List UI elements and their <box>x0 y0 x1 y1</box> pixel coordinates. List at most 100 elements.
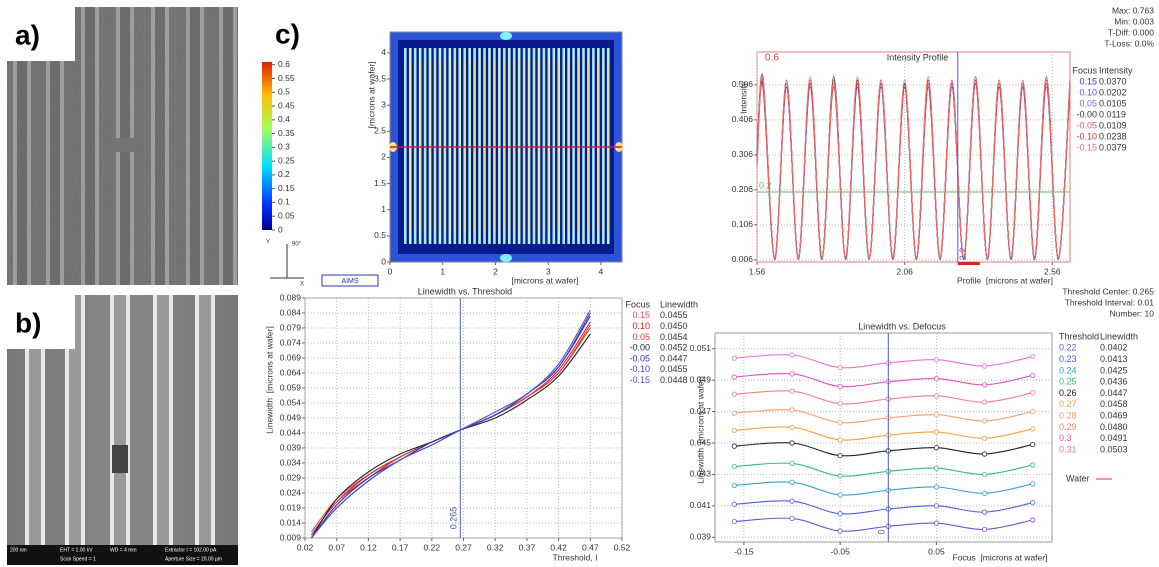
legend-name: -0.10 <box>1076 131 1097 141</box>
sem-gap <box>112 445 128 473</box>
image-stripe-core <box>484 60 485 232</box>
legend-value: 0.0413 <box>1100 354 1128 364</box>
y-tick-label: 0.043 <box>690 469 712 479</box>
image-stripe-core <box>568 60 570 232</box>
series-line <box>734 442 1033 457</box>
info-line: Threshold Interval: 0.01 <box>1065 297 1155 307</box>
x-tick-label: 2 <box>493 266 498 276</box>
chart-title: Intensity Profile <box>887 52 949 62</box>
point <box>933 445 940 451</box>
y-tick-label: 0.051 <box>690 343 712 353</box>
image-stripe-core <box>459 60 461 232</box>
legend-value: 0.0436 <box>1100 377 1128 387</box>
colorbar-label: 0.1 <box>278 197 290 207</box>
legend-value: 0.0447 <box>1100 388 1128 398</box>
point <box>731 427 737 434</box>
x-tick-label: 1 <box>440 266 445 276</box>
y-tick-label: 0.049 <box>690 374 712 384</box>
point <box>981 451 988 457</box>
x-tick-label: 2.06 <box>896 266 913 276</box>
point <box>837 452 843 459</box>
legend-name: 0.22 <box>1059 343 1077 353</box>
point <box>1030 408 1036 415</box>
legend-value: 0.0455 <box>660 310 688 320</box>
y-tick-label: 0.069 <box>280 352 302 362</box>
y-tick-label: 0.034 <box>280 457 302 467</box>
image-stripe-core <box>563 60 565 232</box>
point <box>1030 372 1036 379</box>
x-tick-label: 0.07 <box>328 542 345 552</box>
image-stripe-core <box>404 60 406 232</box>
y-tick-label: 0.039 <box>280 442 302 452</box>
point <box>1030 441 1036 448</box>
legend-value: 0.0469 <box>1100 410 1128 420</box>
image-stripe-core <box>533 60 535 232</box>
image-stripe-core <box>409 60 411 232</box>
aims-button[interactable] <box>321 274 379 287</box>
x-tick-label: 0.02 <box>297 542 314 552</box>
x-tick-label: 2.56 <box>1044 266 1061 276</box>
image-stripe-core <box>607 60 609 232</box>
image-stripe-core <box>518 60 520 232</box>
colorbar <box>262 62 272 230</box>
y-axis-label: Linewidth [microns at wafer] <box>264 326 274 434</box>
point <box>731 482 737 489</box>
series-line <box>734 426 1033 441</box>
y-tick-label: 0.5 <box>374 230 386 240</box>
colorbar-label: 0.35 <box>278 128 295 138</box>
y-tick-label: 2 <box>381 152 386 162</box>
y-tick-label: 0.014 <box>280 517 302 527</box>
y-tick-label: 0.059 <box>280 382 302 392</box>
colorbar-label: 0.15 <box>278 183 295 193</box>
image-stripe-core <box>538 60 540 232</box>
y-tick-label: 0.044 <box>280 427 302 437</box>
point <box>789 371 795 377</box>
series-line <box>310 321 591 536</box>
image-stripe-core <box>424 60 426 232</box>
image-stripe-core <box>489 60 490 232</box>
point <box>981 382 988 388</box>
legend-name: -0.05 <box>629 353 650 363</box>
image-stripe-core <box>434 60 436 232</box>
x-tick-label: 0.12 <box>360 542 377 552</box>
legend-value: 0.0452 <box>660 343 688 353</box>
icon-label: 90° <box>292 242 302 248</box>
image-stripe-core <box>523 60 525 232</box>
x-tick-label: 4 <box>599 266 604 276</box>
point <box>789 352 795 358</box>
point <box>933 412 940 418</box>
point <box>731 501 737 507</box>
point <box>837 473 843 479</box>
legend-name: 0.05 <box>632 332 650 342</box>
legend-value: 0.0447 <box>660 353 688 363</box>
legend-name: -0.05 <box>1076 120 1097 130</box>
aims-button-label[interactable]: AIMS <box>341 278 358 285</box>
image-stripe-core <box>583 60 584 232</box>
y-tick-label: 0.106 <box>732 219 754 229</box>
point <box>837 528 843 534</box>
image-stripe-core <box>439 60 441 232</box>
image-stripe-core <box>578 60 579 232</box>
image-stripe-core <box>602 60 604 232</box>
legend-value: 0.0458 <box>1100 399 1128 409</box>
plot-frame <box>714 332 1053 543</box>
legend-value: 0.0370 <box>1099 76 1127 86</box>
point <box>731 463 737 470</box>
image-stripe-core <box>593 60 594 232</box>
y-tick-label: 0.041 <box>690 500 712 510</box>
point <box>789 515 795 522</box>
y-tick-label: 0.084 <box>280 307 302 317</box>
image-stripe-core <box>494 60 495 232</box>
info-line: Number: 10 <box>1110 308 1155 318</box>
legend-header: Linewidth <box>1100 331 1138 341</box>
stat-line: Max: 0.763 <box>1112 5 1154 15</box>
point <box>933 393 940 399</box>
legend-header: Focus <box>625 299 650 309</box>
y-tick-label: 0.506 <box>732 79 754 89</box>
top-label: 0.6 <box>765 53 779 64</box>
threshold-label: 0.2 <box>759 180 772 190</box>
point <box>731 391 737 397</box>
image-stripe-core <box>528 60 530 232</box>
image-stripe-core <box>508 60 510 232</box>
